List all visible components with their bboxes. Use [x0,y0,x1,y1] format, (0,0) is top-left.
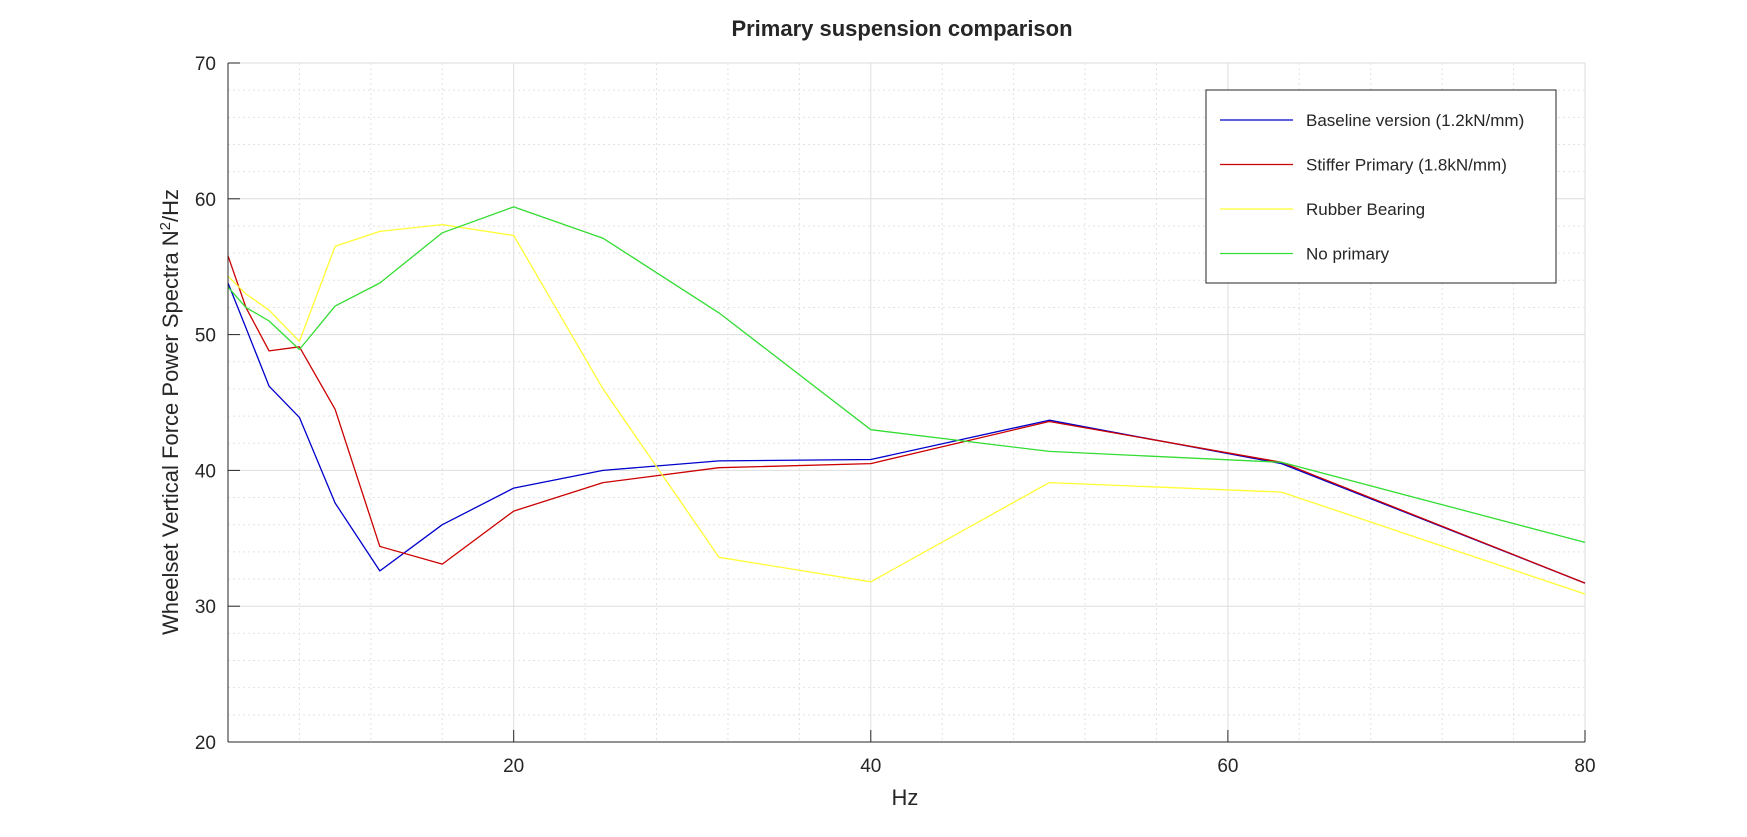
x-tick-label: 20 [503,756,524,777]
series-line-3 [227,223,1586,595]
legend-box [1205,89,1557,284]
legend-label: Stiffer Primary (1.8kN/mm) [1306,156,1507,175]
legend-label: No primary [1306,245,1390,264]
y-tick-label: 50 [195,326,216,347]
axes [227,62,1586,743]
series-line-4 [227,206,1586,544]
series-line-1 [227,282,1586,584]
legend-label: Baseline version (1.2kN/mm) [1306,111,1524,130]
y-tick-label: 70 [195,54,216,75]
x-tick-label: 60 [1217,756,1238,777]
legend: Baseline version (1.2kN/mm) Stiffer Prima… [1205,89,1557,284]
tick-labels: 20 40 60 80 20 30 40 50 60 70 [195,54,1596,777]
x-tick-label: 80 [1574,756,1595,777]
y-axis-label-main: Wheelset Vertical Force Power Spectra N [158,230,183,635]
legend-label: Rubber Bearing [1306,200,1425,219]
x-tick-label: 40 [860,756,881,777]
series-line-2 [227,255,1586,584]
y-axis-label: Wheelset Vertical Force Power Spectra N2… [157,189,183,635]
x-axis-label: Hz [892,785,919,810]
chart-title: Primary suspension comparison [731,16,1072,41]
y-tick-label: 40 [195,461,216,482]
y-tick-label: 60 [195,190,216,211]
y-axis-label-tail: /Hz [158,189,183,222]
y-axis-label-superscript: 2 [157,222,174,230]
series-lines [227,206,1586,595]
y-tick-label: 30 [195,597,216,618]
y-tick-label: 20 [195,733,216,754]
